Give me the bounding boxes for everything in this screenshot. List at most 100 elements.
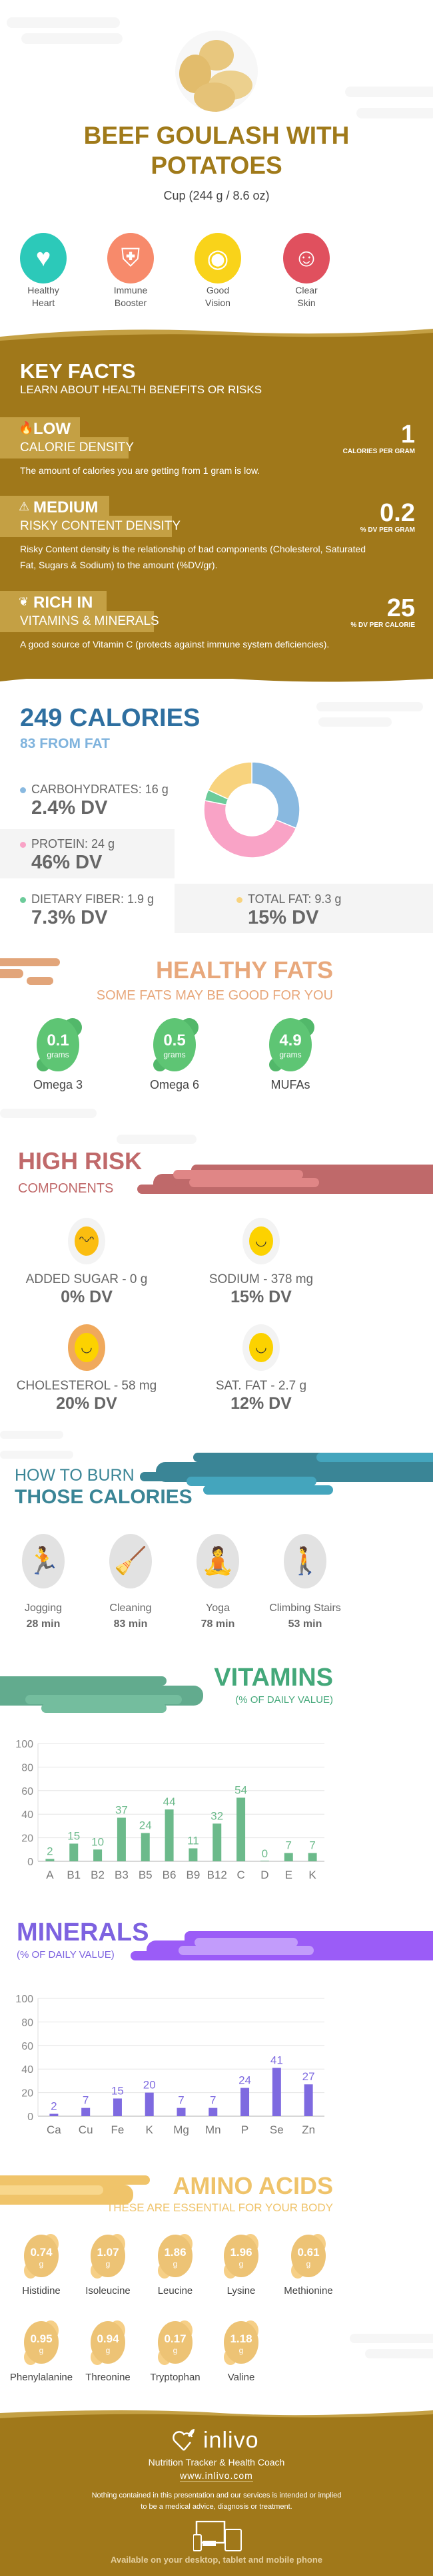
y-tick-label: 40 <box>21 2064 33 2076</box>
disclaimer-line2: to be a medical advice, diagnosis or tre… <box>141 2503 292 2511</box>
decor-cloud <box>316 702 423 711</box>
data-label: 24 <box>139 1819 152 1832</box>
decor-cloud <box>7 17 120 28</box>
amino-value-badge: 1.18 g <box>224 2321 258 2364</box>
x-tick-label: K <box>308 1869 316 1881</box>
x-tick-label: B12 <box>207 1869 227 1881</box>
fat-value: 0.1 <box>47 1031 69 1049</box>
high-risk-subtitle: COMPONENTS <box>18 1181 114 1196</box>
website-link[interactable]: www.inlivo.com <box>180 2470 253 2482</box>
wave-divider <box>0 329 433 345</box>
amino-value: 0.95 <box>30 2332 53 2345</box>
nutrient-label: CARBOHYDRATES: 16 g <box>31 783 169 796</box>
legend-dot-icon <box>20 787 26 793</box>
x-tick-label: Ca <box>47 2123 61 2136</box>
bar <box>113 2098 122 2116</box>
decor-bar <box>195 1938 298 1947</box>
eye-icon: ◉ <box>195 233 241 283</box>
amino-value: 1.96 <box>230 2246 252 2259</box>
activity-time: 28 min <box>26 1618 61 1630</box>
x-tick-label: B1 <box>67 1869 81 1881</box>
amino-value: 0.61 <box>297 2246 320 2259</box>
decor-bar <box>131 1951 171 1960</box>
decor-bar <box>0 1676 167 1686</box>
decor-bar <box>0 969 23 978</box>
y-tick-label: 40 <box>21 1809 33 1821</box>
healthy-fats-title: HEALTHY FATS <box>155 956 333 984</box>
fat-unit: grams <box>163 1050 186 1059</box>
amino-unit: g <box>238 2259 244 2269</box>
smiley-face-icon: ◡ <box>249 1226 273 1256</box>
wave-divider <box>0 672 433 682</box>
amino-value: 0.17 <box>164 2332 187 2345</box>
fact-label: CALORIE DENSITY <box>20 441 135 455</box>
decor-bar <box>316 1453 433 1462</box>
x-tick-label: A <box>46 1869 54 1881</box>
face-mask-icon: ☺ <box>283 233 330 283</box>
bar <box>117 1817 126 1861</box>
smiley-face-icon: ◡ <box>75 1333 99 1362</box>
bar <box>213 1823 222 1861</box>
x-tick-label: D <box>260 1869 268 1881</box>
fat-value-badge: 0.1 grams <box>37 1018 79 1071</box>
bar <box>177 2108 186 2116</box>
bar <box>145 2092 154 2116</box>
bar <box>308 1853 317 1861</box>
data-label: 15 <box>111 2084 124 2097</box>
vitamins-title: VITAMINS <box>214 1664 333 1692</box>
fact-description: Risky Content density is the relationshi… <box>20 544 366 570</box>
decor-bar <box>0 2175 150 2185</box>
fat-value: 0.5 <box>163 1031 186 1049</box>
fact-label-box <box>0 516 172 537</box>
x-tick-label: B2 <box>91 1869 105 1881</box>
amino-value-badge: 1.86 g <box>158 2235 193 2277</box>
y-tick-label: 20 <box>21 2088 33 2100</box>
donut-slice <box>207 761 252 800</box>
amino-name: Threonine <box>85 2372 131 2383</box>
fat-name: Omega 3 <box>33 1078 83 1091</box>
amino-name: Isoleucine <box>85 2285 131 2297</box>
amino-name: Phenylalanine <box>9 2372 73 2383</box>
fact-description: The amount of calories you are getting f… <box>20 465 260 476</box>
decor-cloud <box>0 1451 73 1459</box>
activity-time: 83 min <box>113 1618 148 1630</box>
benefit-label-line1: Healthy <box>27 285 59 295</box>
cleaning-icon: 🧹 <box>109 1534 152 1588</box>
bar <box>49 2114 59 2116</box>
minerals-bar-chart: 0 20 40 60 80 100 2 Ca 7 Cu 15 Fe 20 K 7 Mg 7 Mn 24 P 41 Se 27… <box>15 1994 324 2136</box>
data-label: 7 <box>83 2094 89 2107</box>
decor-cloud <box>345 87 433 97</box>
y-tick-label: 80 <box>21 2017 33 2028</box>
activity-time: 78 min <box>201 1618 235 1630</box>
risk-label: CHOLESTEROL - 58 mg <box>16 1379 157 1393</box>
jogging-icon: 🏃 <box>22 1534 65 1588</box>
activity-name: Yoga <box>206 1602 230 1614</box>
y-tick-label: 20 <box>21 1833 33 1845</box>
data-label: 32 <box>211 1809 223 1822</box>
y-tick-label: 80 <box>21 1762 33 1773</box>
decor-bar <box>187 1477 316 1486</box>
activity-name: Climbing Stairs <box>269 1602 341 1614</box>
fact-level-box <box>0 496 109 517</box>
vitamins-subtitle: (% OF DAILY VALUE) <box>235 1694 333 1706</box>
risk-dv: 15% DV <box>230 1288 292 1306</box>
potatoes-image <box>175 31 258 112</box>
warning-icon: ⚠ <box>19 500 30 513</box>
data-label: 11 <box>187 1835 199 1847</box>
amino-value: 1.18 <box>230 2332 252 2345</box>
calories-title: 249 CALORIES <box>20 704 201 732</box>
risk-dv: 12% DV <box>230 1394 292 1413</box>
macro-donut-chart <box>203 761 300 858</box>
fact-unit: CALORIES PER GRAM <box>342 448 415 455</box>
fact-level: LOW <box>33 420 71 438</box>
activity-time: 53 min <box>288 1618 322 1630</box>
y-tick-label: 60 <box>21 2041 33 2052</box>
risk-label: SODIUM - 378 mg <box>209 1272 314 1286</box>
amino-unit: g <box>173 2346 178 2355</box>
fact-value: 1 <box>400 421 415 449</box>
activity-name: Jogging <box>24 1602 63 1614</box>
decor-cloud <box>356 108 433 118</box>
x-tick-label: Zn <box>302 2123 315 2136</box>
data-label: 15 <box>67 1829 80 1842</box>
